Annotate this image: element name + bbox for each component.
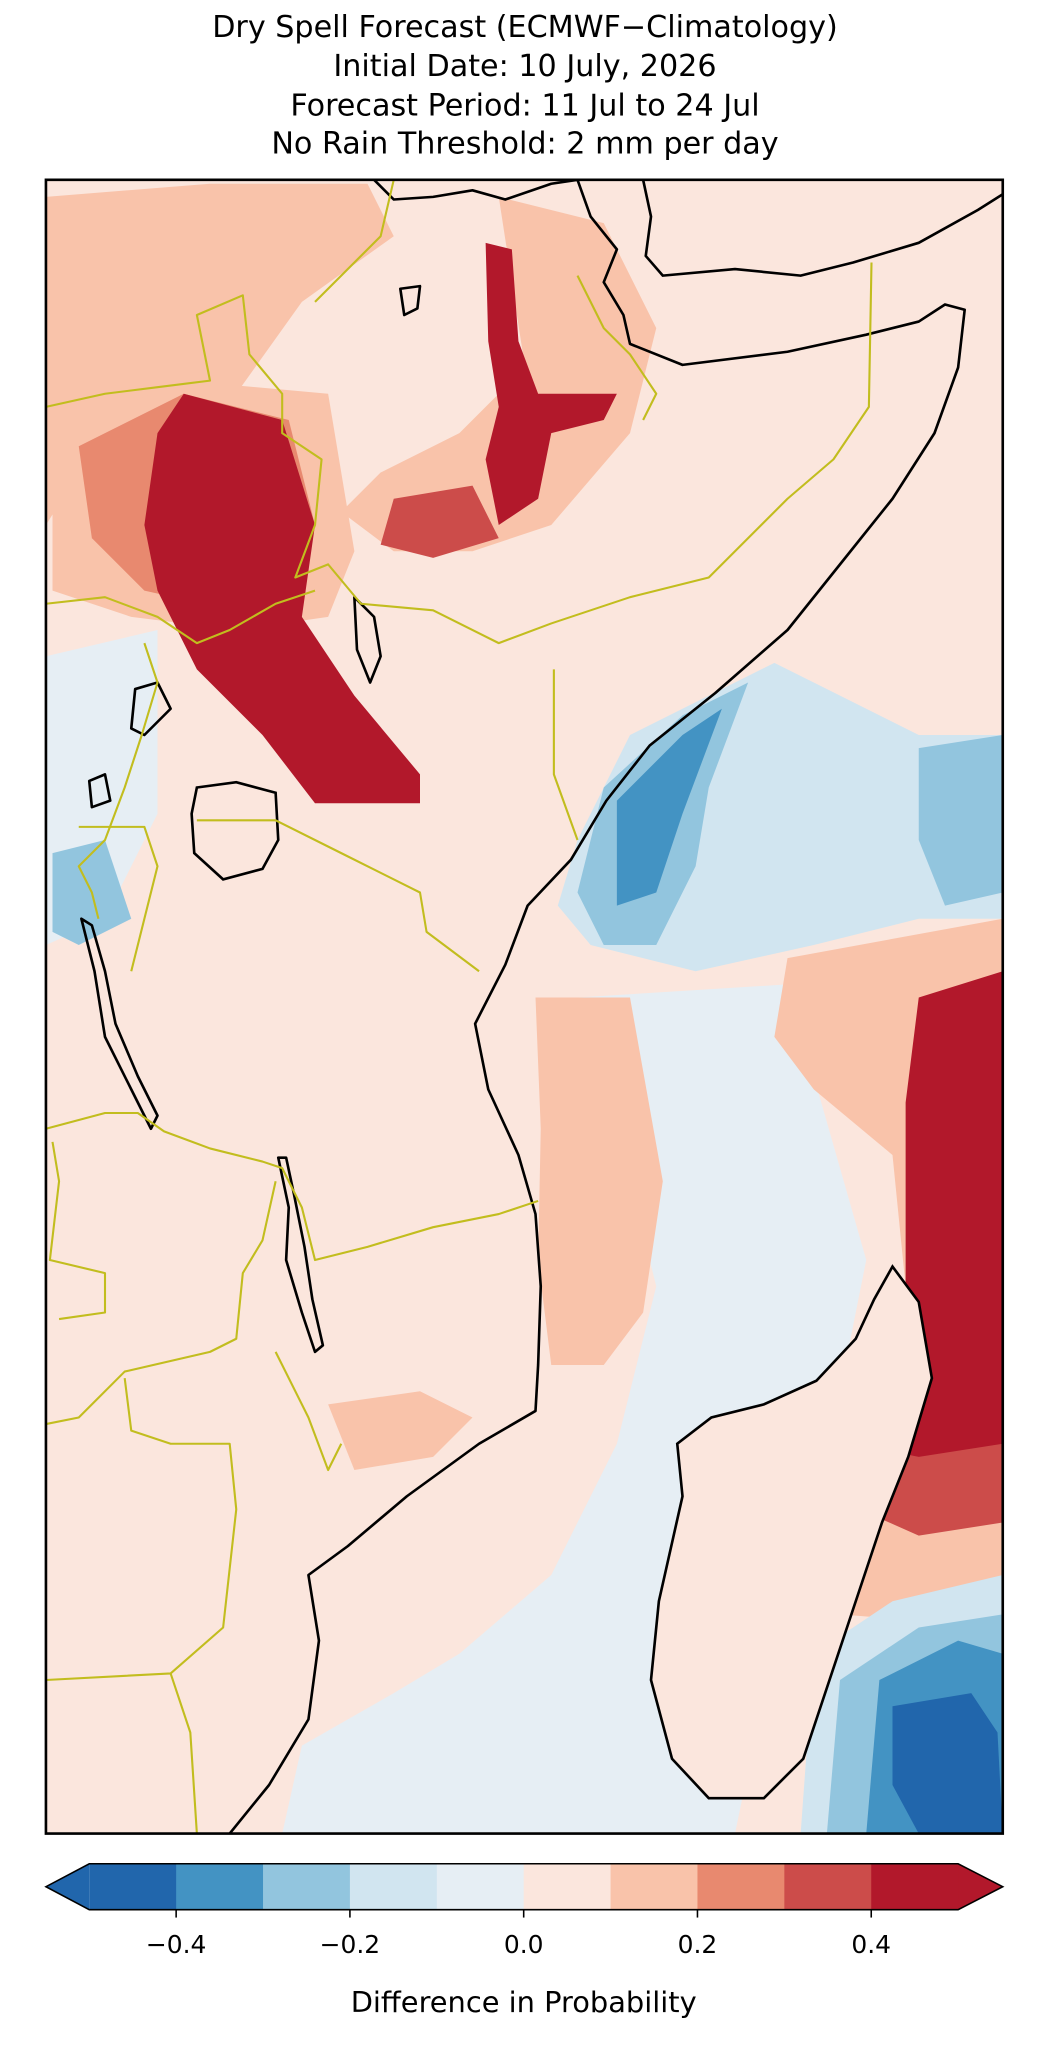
region	[535, 997, 663, 1365]
colorbar-extend	[45, 1863, 90, 1910]
region	[892, 1693, 1003, 1834]
title-line: Dry Spell Forecast (ECMWF−Climatology)	[212, 10, 838, 45]
colorbar-label: Difference in Probability	[351, 1985, 697, 2019]
region	[341, 196, 657, 552]
coastline	[228, 179, 966, 1834]
madagascar	[649, 1264, 934, 1800]
colorbar-swatch	[89, 1863, 177, 1910]
region	[328, 1391, 473, 1470]
colorbar-extend	[958, 1863, 1003, 1910]
colorbar-tick-label: −0.2	[320, 1930, 381, 1959]
colorbar-swatch	[523, 1863, 612, 1910]
title-line: Initial Date: 10 July, 2026	[333, 49, 716, 84]
region	[144, 393, 420, 804]
region	[485, 242, 617, 525]
figure-body: Dry Spell Forecast (ECMWF−Climatology) I…	[44, 10, 1005, 2019]
colorbar-tick-label: −0.4	[146, 1930, 207, 1959]
region	[918, 735, 1003, 906]
colorbar-swatch	[349, 1863, 438, 1910]
colorbar-outline	[44, 1862, 1005, 1911]
colorbar-swatch	[436, 1863, 525, 1910]
border	[45, 262, 873, 645]
colorbar: −0.4 −0.2 0.0 0.2 0.4	[44, 1862, 1005, 1959]
colorbar-tick-label: 0.4	[851, 1930, 891, 1959]
border	[314, 179, 658, 421]
lake	[80, 917, 159, 1131]
title-line: Forecast Period: 11 Jul to 24 Jul	[290, 89, 759, 124]
map-frame	[44, 178, 1005, 1835]
border	[45, 589, 579, 973]
colorbar-swatch	[784, 1863, 872, 1910]
colorbar-swatch	[176, 1863, 264, 1910]
border	[45, 1111, 539, 1834]
colorbar-swatch	[263, 1863, 351, 1910]
map	[45, 179, 1003, 1834]
title-line: No Rain Threshold: 2 mm per day	[271, 127, 778, 162]
lake	[276, 1156, 325, 1354]
colorbar-tick-label: 0.2	[678, 1930, 718, 1959]
coastline	[641, 179, 1003, 277]
colorbar-swatch	[871, 1863, 959, 1910]
colorbar-swatch	[610, 1863, 699, 1910]
colorbar-tick-label: 0.0	[504, 1930, 544, 1959]
colorbar-swatch	[697, 1863, 786, 1910]
region	[380, 485, 499, 558]
title: Dry Spell Forecast (ECMWF−Climatology) I…	[212, 10, 838, 162]
lake	[87, 284, 422, 809]
region	[616, 708, 722, 906]
lake	[190, 780, 280, 881]
